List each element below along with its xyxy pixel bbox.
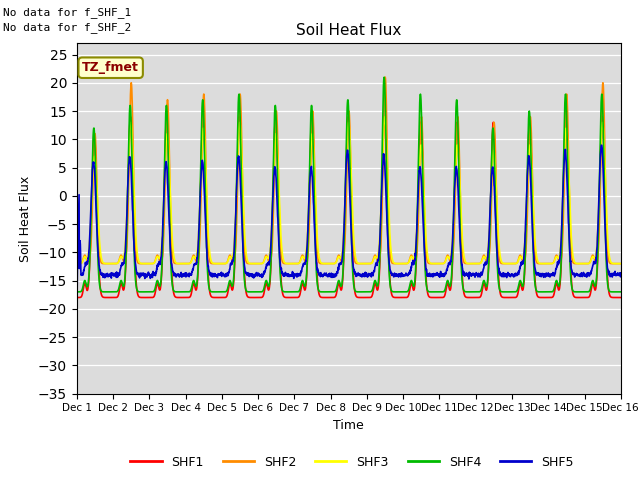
SHF2 <box>508 261 515 266</box>
SHF2 <box>225 254 232 260</box>
SHF2 <box>376 249 384 255</box>
SHF3 <box>584 261 592 266</box>
SHF2 <box>381 74 389 80</box>
Line: SHF2: SHF2 <box>77 77 621 264</box>
SHF1 <box>377 236 385 242</box>
SHF5 <box>507 274 515 279</box>
SHF5 <box>569 271 577 276</box>
SHF2 <box>365 261 372 266</box>
SHF1 <box>127 114 134 120</box>
SHF1 <box>508 295 515 300</box>
Line: SHF3: SHF3 <box>77 117 621 264</box>
SHF4 <box>570 288 577 294</box>
SHF3 <box>617 261 625 266</box>
SHF2 <box>73 261 81 266</box>
Title: Soil Heat Flux: Soil Heat Flux <box>296 23 401 38</box>
Legend: SHF1, SHF2, SHF3, SHF4, SHF5: SHF1, SHF2, SHF3, SHF4, SHF5 <box>125 451 579 474</box>
SHF4 <box>584 289 592 295</box>
SHF3 <box>109 261 116 266</box>
SHF1 <box>73 295 81 300</box>
Text: No data for f_SHF_2: No data for f_SHF_2 <box>3 22 131 33</box>
Text: No data for f_SHF_1: No data for f_SHF_1 <box>3 7 131 18</box>
X-axis label: Time: Time <box>333 419 364 432</box>
SHF1 <box>570 292 577 298</box>
SHF1 <box>109 295 116 300</box>
SHF4 <box>225 281 232 287</box>
SHF3 <box>381 114 388 120</box>
SHF2 <box>617 261 625 266</box>
SHF5 <box>225 269 232 275</box>
SHF1 <box>584 295 592 300</box>
SHF4 <box>109 289 116 295</box>
SHF3 <box>73 261 81 266</box>
SHF5 <box>617 270 625 276</box>
Line: SHF5: SHF5 <box>77 145 621 371</box>
SHF4 <box>73 289 81 295</box>
Line: SHF1: SHF1 <box>77 117 621 298</box>
SHF4 <box>365 289 372 295</box>
Text: TZ_fmet: TZ_fmet <box>82 61 139 74</box>
SHF1 <box>225 283 233 289</box>
SHF2 <box>570 260 577 265</box>
SHF4 <box>617 289 625 295</box>
SHF4 <box>376 231 384 237</box>
SHF3 <box>376 219 384 225</box>
SHF3 <box>365 261 372 266</box>
Y-axis label: Soil Heat Flux: Soil Heat Flux <box>19 175 32 262</box>
SHF5 <box>73 368 81 374</box>
SHF2 <box>584 261 592 266</box>
SHF3 <box>225 256 232 262</box>
SHF4 <box>508 289 515 295</box>
SHF4 <box>380 74 388 80</box>
SHF3 <box>508 261 515 266</box>
SHF1 <box>617 295 625 300</box>
SHF1 <box>365 295 372 300</box>
SHF5 <box>365 272 372 278</box>
SHF5 <box>584 271 591 277</box>
SHF5 <box>598 142 605 148</box>
SHF3 <box>570 254 577 260</box>
SHF5 <box>376 226 384 232</box>
SHF2 <box>109 261 116 266</box>
Line: SHF4: SHF4 <box>77 77 621 292</box>
